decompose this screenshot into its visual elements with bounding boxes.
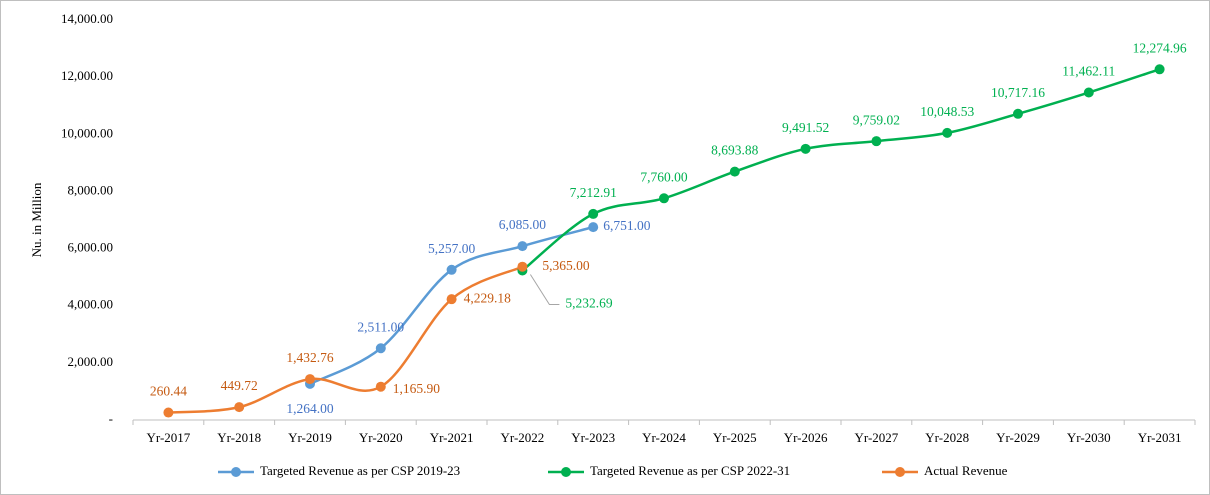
y-tick-label: 2,000.00 — [68, 354, 114, 369]
data-label: 260.44 — [150, 384, 187, 399]
y-tick-label: 10,000.00 — [61, 125, 113, 140]
y-tick-label: 12,000.00 — [61, 68, 113, 83]
series-marker — [1154, 64, 1165, 75]
x-tick-label: Yr-2021 — [430, 430, 474, 445]
y-tick-label: - — [109, 411, 113, 426]
x-tick-label: Yr-2024 — [642, 430, 686, 445]
series-marker — [305, 374, 315, 385]
x-tick-label: Yr-2022 — [501, 430, 545, 445]
series-marker — [1083, 87, 1094, 98]
data-label: 11,462.11 — [1062, 64, 1115, 79]
series-marker — [375, 343, 386, 354]
x-tick-label: Yr-2020 — [359, 430, 403, 445]
data-label: 5,257.00 — [428, 241, 476, 256]
series-marker — [871, 136, 882, 147]
legend-label: Targeted Revenue as per CSP 2022-31 — [590, 463, 790, 478]
x-tick-label: Yr-2029 — [996, 430, 1040, 445]
x-tick-label: Yr-2019 — [288, 430, 332, 445]
x-tick-label: Yr-2030 — [1067, 430, 1111, 445]
legend-label: Actual Revenue — [924, 463, 1008, 478]
data-label: 9,759.02 — [853, 112, 900, 127]
data-label: 5,232.69 — [565, 296, 613, 311]
data-label: 12,274.96 — [1133, 40, 1187, 55]
data-label: 1,264.00 — [286, 401, 334, 416]
x-tick-label: Yr-2027 — [855, 430, 899, 445]
data-label: 6,751.00 — [603, 218, 651, 233]
legend-marker — [231, 467, 241, 477]
data-label: 1,432.76 — [286, 350, 334, 365]
y-tick-label: 4,000.00 — [68, 297, 114, 312]
leader-line — [529, 274, 560, 305]
data-label: 2,511.00 — [357, 319, 404, 334]
x-tick-label: Yr-2028 — [925, 430, 969, 445]
series-line — [521, 68, 1160, 272]
x-tick-label: Yr-2031 — [1138, 430, 1182, 445]
x-tick-label: Yr-2025 — [713, 430, 757, 445]
series-marker — [163, 407, 174, 418]
series-marker — [659, 193, 669, 204]
data-label: 6,085.00 — [499, 217, 547, 232]
series-marker — [588, 222, 599, 233]
x-tick-label: Yr-2017 — [147, 430, 191, 445]
y-tick-label: 6,000.00 — [68, 240, 114, 255]
y-tick-label: 14,000.00 — [61, 11, 113, 26]
data-label: 7,212.91 — [570, 185, 617, 200]
x-tick-label: Yr-2018 — [217, 430, 261, 445]
data-label: 1,165.90 — [393, 381, 441, 396]
series-marker — [1013, 108, 1023, 119]
data-label: 8,693.88 — [711, 143, 759, 158]
x-tick-label: Yr-2023 — [571, 430, 615, 445]
series-marker — [446, 264, 457, 275]
legend-label: Targeted Revenue as per CSP 2019-23 — [260, 463, 460, 478]
series-marker — [517, 241, 528, 252]
series-marker — [729, 166, 740, 177]
legend-marker — [895, 467, 905, 477]
data-label: 4,229.18 — [464, 290, 512, 305]
series-marker — [446, 294, 457, 305]
data-label: 10,717.16 — [991, 85, 1045, 100]
y-tick-label: 8,000.00 — [68, 182, 114, 197]
series-marker — [800, 143, 811, 154]
data-label: 9,491.52 — [782, 120, 829, 135]
series-marker — [517, 261, 528, 272]
data-label: 5,365.00 — [542, 258, 590, 273]
series-marker — [942, 127, 953, 138]
data-label: 449.72 — [221, 378, 258, 393]
x-tick-label: Yr-2026 — [784, 430, 828, 445]
legend-marker — [561, 467, 571, 477]
data-label: 7,760.00 — [640, 169, 688, 184]
series-marker — [234, 402, 245, 413]
data-label: 10,048.53 — [920, 104, 974, 119]
series-marker — [588, 208, 599, 219]
y-axis-label: Nu. in Million — [29, 182, 44, 257]
series-marker — [375, 381, 386, 392]
